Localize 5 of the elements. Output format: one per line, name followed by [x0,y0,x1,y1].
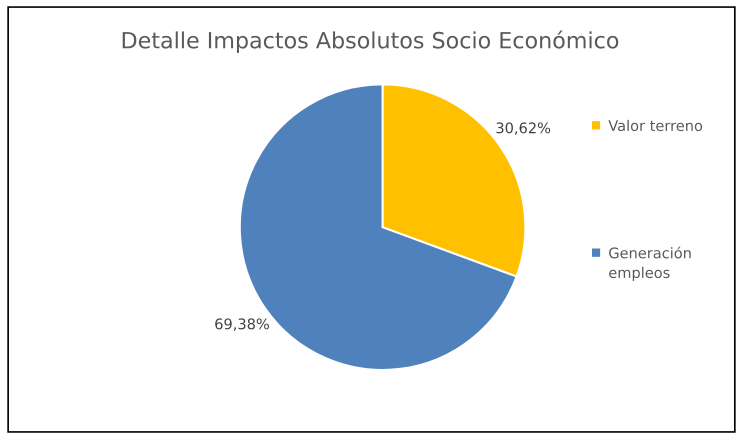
legend-label: Generación empleos [609,246,691,281]
data-label: 30,62% [496,122,550,135]
legend-label: Valor terreno [608,120,702,132]
data-label: 69,38% [215,318,269,331]
chart-title: Detalle Impactos Absolutos Socio Económico [122,30,618,53]
